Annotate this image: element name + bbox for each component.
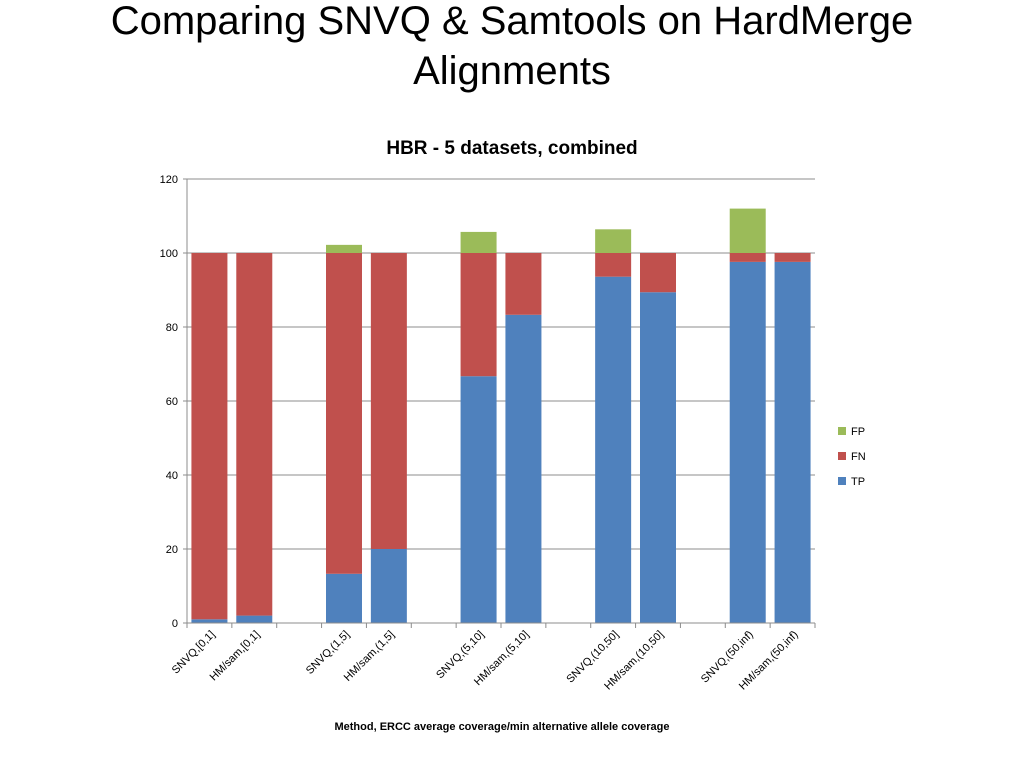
legend-label-tp: TP — [851, 476, 865, 488]
bar-segment-fp — [595, 229, 632, 253]
legend-swatch-tp — [838, 477, 846, 485]
bar-segment-fn — [505, 253, 542, 315]
bar-segment-fn — [326, 253, 362, 574]
bar-segment-fn — [640, 253, 676, 293]
bar-segment-tp — [774, 261, 811, 623]
bar-segment-tp — [595, 276, 632, 623]
bar-segment-fn — [595, 253, 632, 277]
x-category-label: SNVQ,(1,5] — [304, 629, 352, 677]
bar-segment-fp — [729, 208, 766, 253]
legend-label-fp: FP — [851, 426, 865, 438]
bar-segment-tp — [191, 619, 228, 623]
bar-segment-tp — [505, 314, 542, 623]
bar-segment-fn — [370, 253, 407, 549]
bar-segment-fn — [191, 253, 228, 620]
bar-segment-tp — [460, 376, 497, 623]
bar-segment-tp — [640, 292, 676, 623]
bar-segment-fn — [729, 253, 766, 262]
bar-segment-fp — [460, 231, 497, 253]
x-axis-title: Method, ERCC average coverage/min altern… — [334, 721, 669, 733]
y-tick-label: 100 — [160, 248, 178, 260]
bars — [191, 208, 811, 623]
bar-segment-tp — [729, 261, 766, 623]
y-tick-label: 80 — [166, 322, 178, 334]
legend-label-fn: FN — [851, 451, 866, 463]
gridlines — [187, 178, 815, 550]
legend-swatch-fn — [838, 452, 846, 460]
bar-segment-fn — [236, 253, 273, 616]
bar-segment-tp — [326, 573, 362, 623]
bar-segment-tp — [236, 615, 273, 623]
y-tick-label: 60 — [166, 396, 178, 408]
bar-segment-fn — [774, 253, 811, 262]
y-tick-label: 20 — [166, 544, 178, 556]
bar-segment-fn — [460, 253, 497, 377]
slide-title: Comparing SNVQ & Samtools on HardMerge A… — [0, 0, 1024, 96]
x-category-label: SNVQ,[0,1] — [170, 629, 218, 677]
y-tick-label: 120 — [160, 174, 178, 186]
slide-title-line2: Alignments — [413, 49, 611, 93]
bar-segment-tp — [370, 549, 407, 623]
chart-title: HBR - 5 datasets, combined — [386, 138, 637, 159]
y-tick-label: 0 — [172, 618, 178, 630]
legend: FP FN TP — [838, 426, 866, 488]
y-tick-label: 40 — [166, 470, 178, 482]
legend-swatch-fp — [838, 427, 846, 435]
slide-title-line1: Comparing SNVQ & Samtools on HardMerge — [110, 0, 914, 43]
bar-segment-fp — [326, 244, 362, 253]
